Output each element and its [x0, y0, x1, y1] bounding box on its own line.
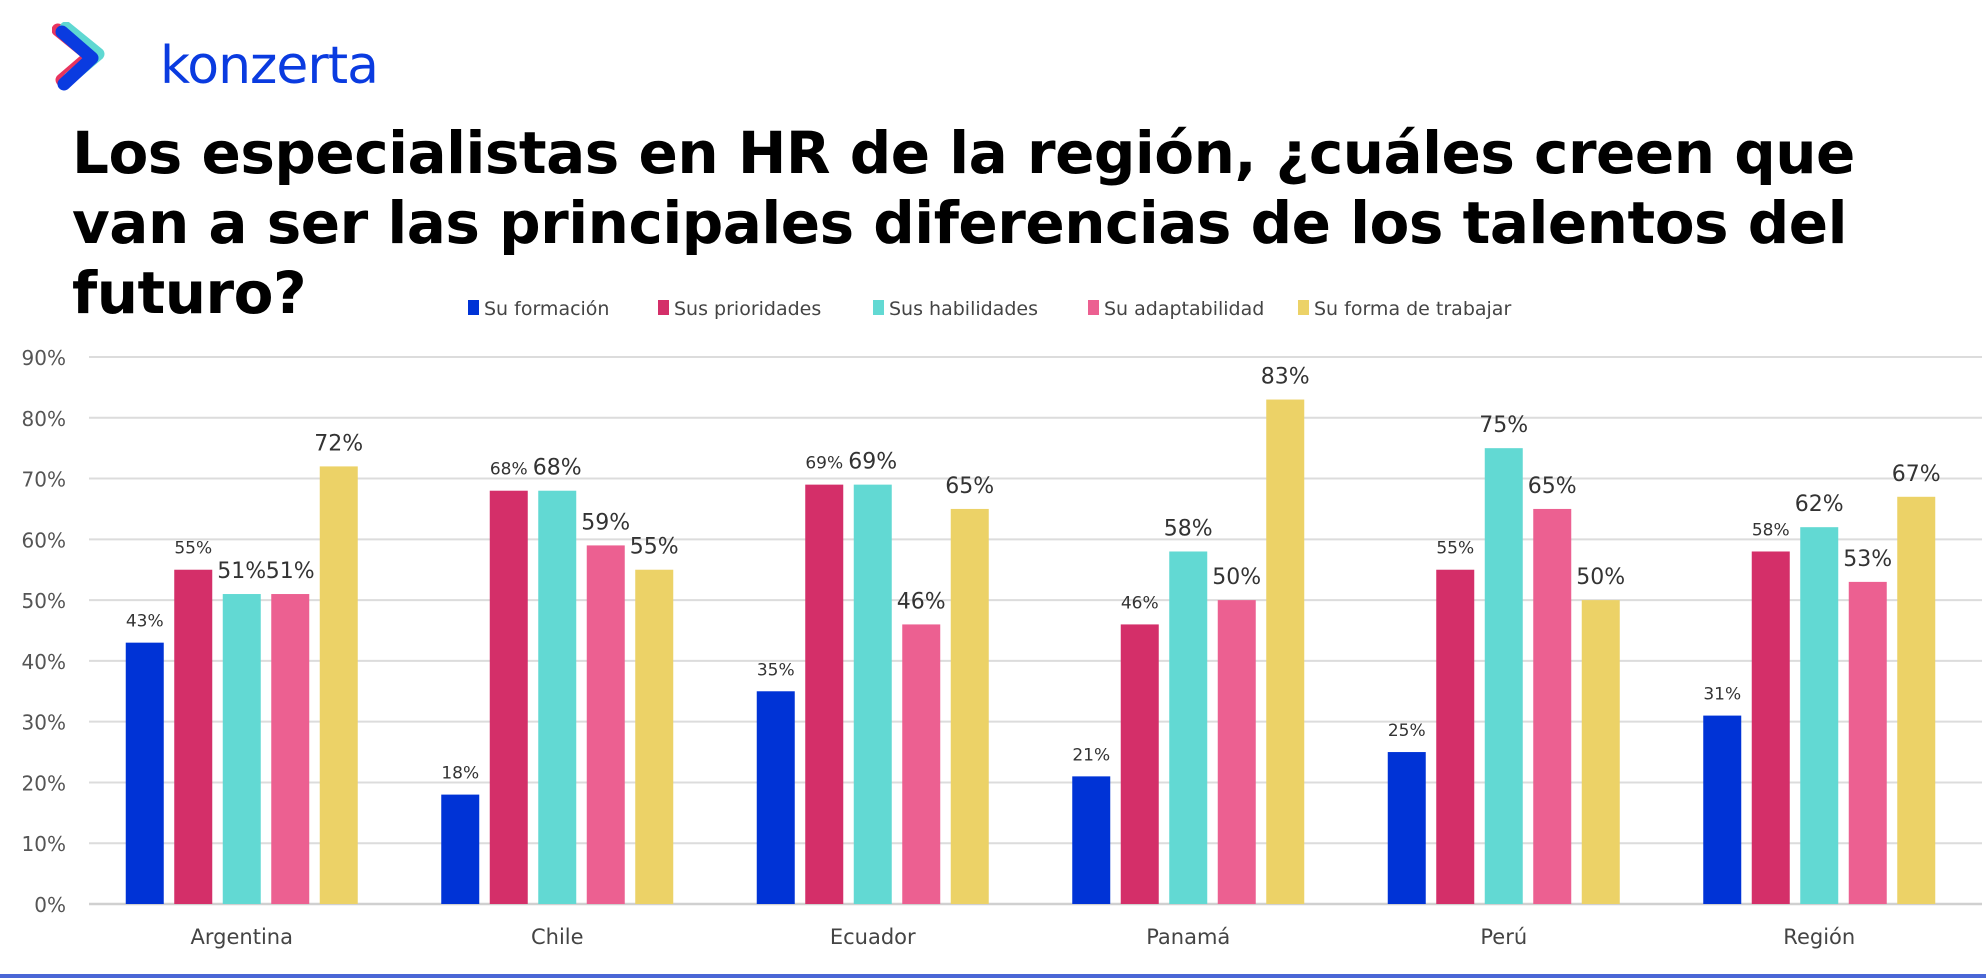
- x-tick-label: Panamá: [1146, 925, 1230, 949]
- bar: [271, 594, 310, 904]
- y-tick-label: 40%: [22, 650, 66, 674]
- bar: [635, 569, 674, 904]
- bar: [1751, 551, 1790, 904]
- bar: [1848, 581, 1887, 904]
- bar: [756, 691, 795, 904]
- bar: [1484, 448, 1523, 904]
- legend-label: Su adaptabilidad: [1104, 298, 1264, 320]
- bar: [1120, 624, 1159, 904]
- legend-swatch: [658, 300, 669, 315]
- bar: [319, 466, 358, 904]
- bar: [1387, 752, 1426, 904]
- bar: [1533, 508, 1572, 904]
- data-label: 46%: [897, 589, 946, 614]
- data-label: 55%: [1436, 539, 1474, 559]
- x-tick-label: Argentina: [191, 925, 293, 949]
- bottom-divider: [0, 974, 1986, 978]
- bar: [222, 594, 261, 904]
- bar: [950, 508, 989, 904]
- bar: [1072, 776, 1111, 904]
- y-tick-label: 10%: [22, 832, 66, 856]
- bar: [1266, 399, 1305, 904]
- data-label: 67%: [1892, 462, 1941, 487]
- bar: [1703, 715, 1742, 904]
- data-label: 55%: [174, 539, 212, 559]
- bar: [125, 642, 164, 904]
- x-tick-label: Ecuador: [830, 925, 916, 949]
- y-tick-label: 80%: [22, 407, 66, 431]
- legend-label: Su formación: [484, 298, 609, 320]
- data-label: 72%: [314, 431, 363, 456]
- data-label: 25%: [1388, 721, 1426, 741]
- y-tick-label: 30%: [22, 711, 66, 735]
- data-label: 65%: [1528, 474, 1577, 499]
- legend-swatch: [468, 300, 479, 315]
- data-label: 58%: [1752, 520, 1790, 540]
- data-label: 46%: [1121, 593, 1159, 613]
- data-label: 75%: [1479, 413, 1528, 438]
- legend-label: Sus prioridades: [674, 298, 821, 320]
- x-tick-label: Chile: [531, 925, 584, 949]
- legend-swatch: [1298, 300, 1309, 315]
- legend-swatch: [873, 300, 884, 315]
- data-label: 53%: [1843, 547, 1892, 572]
- bar: [805, 484, 844, 904]
- data-label: 58%: [1164, 516, 1213, 541]
- chart-title: Los especialistas en HR de la región, ¿c…: [72, 119, 1855, 327]
- data-label: 43%: [126, 612, 164, 632]
- bar: [902, 624, 941, 904]
- bar: [1169, 551, 1208, 904]
- legend-label: Su forma de trabajar: [1314, 298, 1511, 320]
- data-label: 35%: [757, 660, 795, 680]
- bar: [853, 484, 892, 904]
- data-label: 68%: [533, 456, 582, 481]
- y-tick-label: 60%: [22, 528, 66, 552]
- legend-swatch: [1088, 300, 1099, 315]
- data-label: 51%: [266, 559, 315, 584]
- konzerta-logo: konzerta: [51, 21, 379, 94]
- data-label: 18%: [441, 764, 479, 784]
- bar: [586, 545, 625, 904]
- data-label: 55%: [630, 535, 679, 560]
- logo-chevron-icon: [51, 21, 105, 91]
- data-label: 21%: [1072, 745, 1110, 765]
- bar: [538, 490, 577, 904]
- y-tick-label: 90%: [22, 346, 66, 370]
- bar: [1897, 496, 1936, 904]
- y-tick-label: 50%: [22, 589, 66, 613]
- bar: [174, 569, 213, 904]
- data-label: 69%: [848, 450, 897, 475]
- y-tick-label: 70%: [22, 468, 66, 492]
- x-tick-label: Región: [1783, 925, 1855, 949]
- data-label: 62%: [1795, 492, 1844, 517]
- data-label: 83%: [1261, 365, 1310, 390]
- y-tick-label: 20%: [22, 771, 66, 795]
- logo-text: konzerta: [160, 36, 379, 96]
- x-tick-label: Perú: [1480, 925, 1527, 949]
- bar: [1800, 527, 1839, 904]
- data-label: 50%: [1576, 565, 1625, 590]
- y-tick-label: 0%: [34, 893, 66, 917]
- data-label: 69%: [805, 454, 843, 474]
- data-label: 50%: [1212, 565, 1261, 590]
- data-label: 51%: [217, 559, 266, 584]
- data-label: 65%: [945, 474, 994, 499]
- bar: [1436, 569, 1475, 904]
- bar: [1217, 600, 1256, 904]
- data-label: 68%: [490, 460, 528, 480]
- data-label: 31%: [1703, 685, 1741, 705]
- bar: [489, 490, 528, 904]
- legend-label: Sus habilidades: [889, 298, 1038, 320]
- data-label: 59%: [581, 510, 630, 535]
- bar: [441, 794, 480, 904]
- bar: [1581, 600, 1620, 904]
